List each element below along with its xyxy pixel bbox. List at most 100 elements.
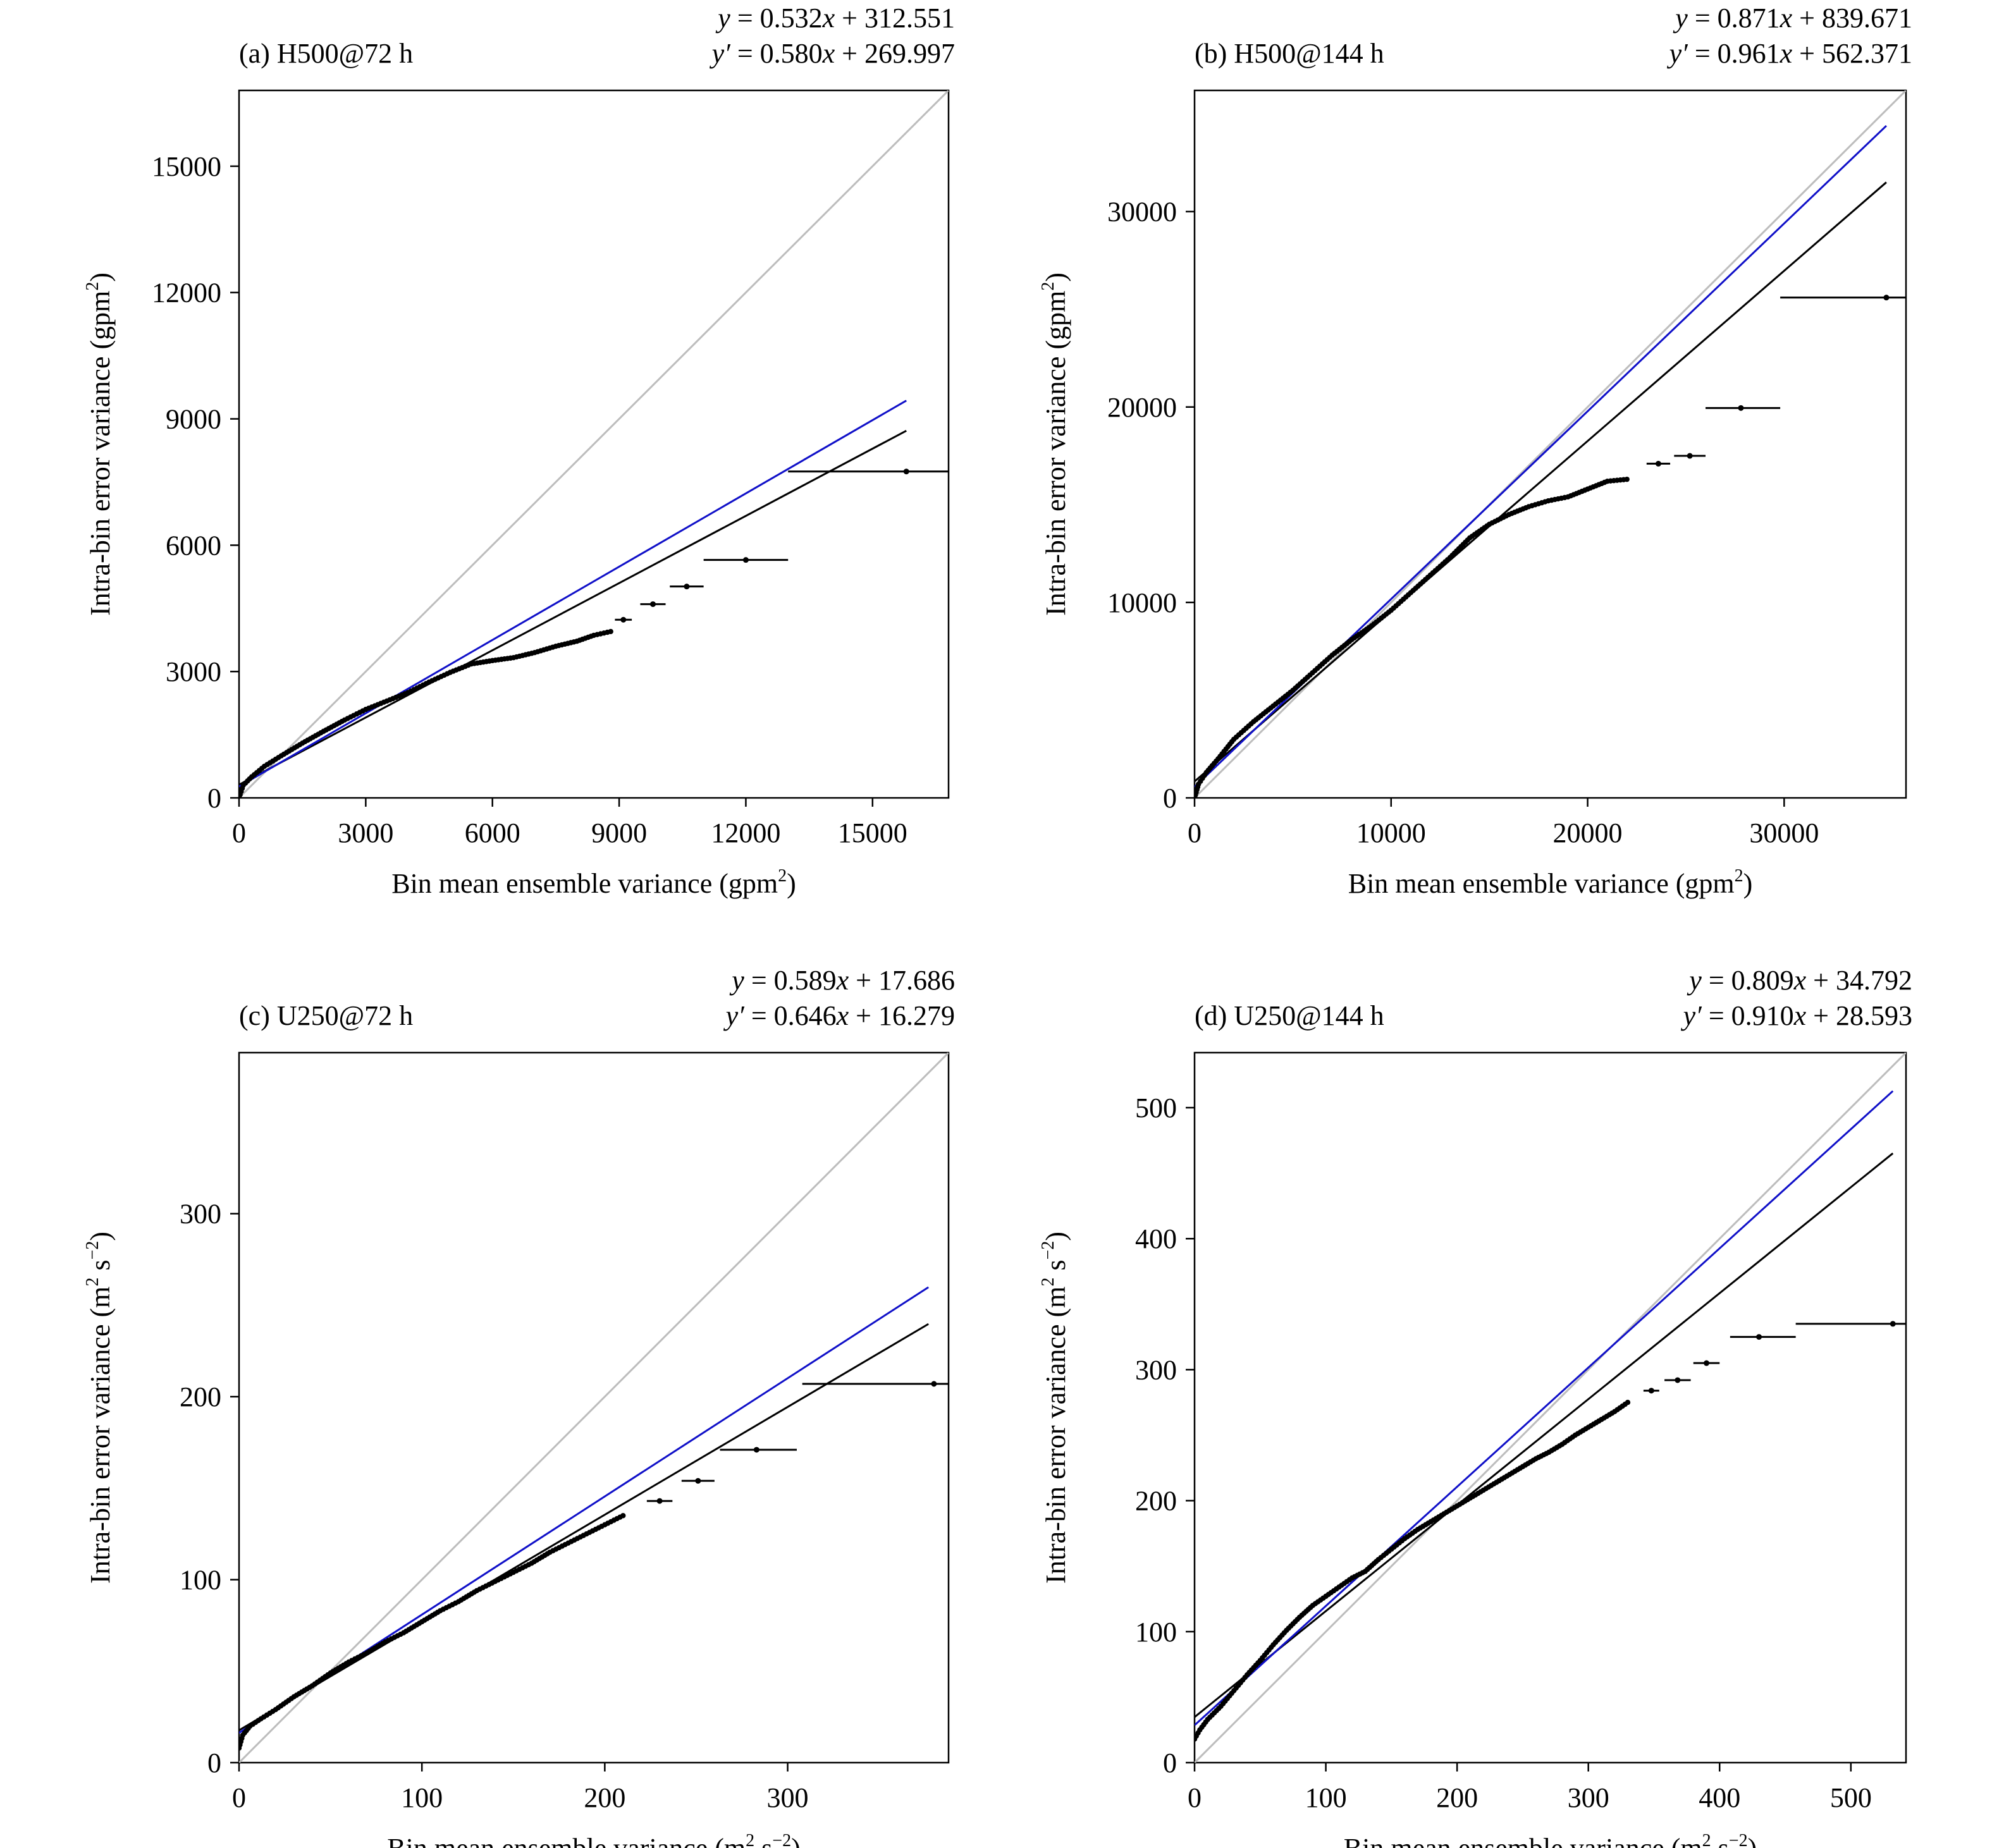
axis-label-text: Bin mean ensemble variance (m (1344, 1833, 1702, 1848)
equation-y: y = 0.532x + 312.551 (715, 3, 955, 34)
equation-lhs: y (1687, 965, 1702, 996)
data-point (620, 1513, 626, 1519)
equation-intercept: + 562.371 (1792, 38, 1912, 69)
identity-line (1195, 90, 1906, 798)
plot-area (1195, 90, 1906, 798)
fit-line-y-prime (1195, 1090, 1894, 1726)
x-tick-label: 10000 (1356, 817, 1426, 848)
x-tick-label: 15000 (838, 817, 907, 848)
equation-y-prime: y′ = 0.961x + 562.371 (1667, 38, 1912, 69)
x-tick-label: 12000 (711, 817, 780, 848)
y-tick-label: 200 (180, 1381, 221, 1412)
panel-label: (b) H500@144 h (1195, 38, 1384, 69)
bin-point (1675, 1377, 1681, 1383)
identity-line (239, 1053, 949, 1763)
axis-label-sup2: −2 (83, 1241, 102, 1260)
axis-label-end: ) (1040, 272, 1071, 282)
axis-label-text: Intra-bin error variance (gpm (85, 291, 116, 616)
equation-y: y = 0.871x + 839.671 (1673, 3, 1912, 34)
y-tick-label: 10000 (1107, 587, 1177, 618)
axis-label-sup2: −2 (772, 1831, 791, 1848)
y-tick-label: 0 (207, 783, 221, 814)
axis-label-sup: 2 (1702, 1831, 1711, 1848)
bin-point (1648, 1388, 1654, 1394)
equation-slope: = 0.961 (1688, 38, 1780, 69)
axis-label-text: Bin mean ensemble variance (m (387, 1833, 746, 1848)
equation-slope: = 0.646 (744, 1000, 837, 1031)
x-axis-label: Bin mean ensemble variance (m2 s−2) (387, 1831, 800, 1848)
y-axis-label: Intra-bin error variance (m2 s−2) (1038, 1232, 1071, 1584)
axis-label-sup: 2 (778, 866, 787, 886)
x-tick-label: 0 (232, 817, 246, 848)
bin-point (753, 1447, 759, 1453)
y-axis-label: Intra-bin error variance (gpm2) (1038, 272, 1071, 616)
bin-point (1738, 405, 1744, 411)
equation-lhs: y (729, 965, 744, 996)
chart-panel-c: 0 100 200 300 0 100 200 300 (c) U250@72 h y = 0.5… (83, 965, 955, 1848)
equation-intercept: + 839.671 (1792, 3, 1912, 34)
y-tick-label: 12000 (152, 278, 221, 309)
y-tick-label: 9000 (166, 404, 221, 435)
identity-line (239, 90, 949, 798)
equation-lhs: y (715, 3, 730, 34)
bin-point (1883, 295, 1890, 301)
axis-label-sup2: −2 (1038, 1241, 1058, 1260)
x-tick-label: 9000 (591, 817, 647, 848)
bin-point (1704, 1360, 1710, 1366)
data-point (1625, 1400, 1631, 1405)
x-tick-label: 300 (767, 1782, 809, 1813)
bin-point (1756, 1334, 1762, 1340)
chart-panel-a: 0 3000 6000 9000 12000 15000 0 3000 6000 9000 1200… (83, 3, 955, 899)
plot-frame (1193, 89, 1907, 799)
equation-var: x (1793, 1000, 1807, 1031)
bin-point (742, 557, 749, 563)
x-tick-label: 3000 (338, 817, 393, 848)
equation-lhs: y′ (710, 38, 732, 69)
data-point (608, 628, 613, 635)
equation-var: x (836, 965, 849, 996)
equation-slope: = 0.871 (1688, 3, 1780, 34)
equation-y-prime: y′ = 0.910x + 28.593 (1681, 1000, 1912, 1031)
equation-intercept: + 16.279 (849, 1000, 955, 1031)
y-tick-label: 20000 (1107, 392, 1177, 423)
x-tick-label: 6000 (465, 817, 520, 848)
axis-label-mid: s (1711, 1833, 1729, 1848)
fit-line-y (239, 1323, 929, 1732)
plot-frame (238, 89, 950, 799)
x-tick-label: 30000 (1749, 817, 1819, 848)
axis-label-sup: 2 (1038, 1278, 1058, 1287)
bin-point (1890, 1321, 1896, 1327)
bin-point (1687, 453, 1693, 459)
axis-label-sup: 2 (746, 1831, 754, 1848)
bin-point (656, 1498, 663, 1504)
axis-label-sup: 2 (1038, 282, 1058, 291)
equation-var: x (1780, 3, 1793, 34)
fit-line-y (1195, 1153, 1894, 1718)
equation-lhs: y′ (1667, 38, 1689, 69)
axis-label-text: Intra-bin error variance (m (85, 1287, 116, 1584)
equation-y-prime: y′ = 0.646x + 16.279 (723, 1000, 955, 1031)
data-point (1624, 476, 1630, 482)
plot-area (239, 1053, 949, 1763)
equation-lhs: y′ (1681, 1000, 1703, 1031)
equation-intercept: + 269.997 (835, 38, 955, 69)
axis-label-end: ) (85, 1232, 116, 1241)
axis-label-text: Bin mean ensemble variance (gpm (1348, 868, 1735, 899)
equation-y-prime: y′ = 0.580x + 269.997 (710, 38, 955, 69)
axis-label-end: ) (787, 868, 796, 899)
y-tick-label: 500 (1135, 1092, 1177, 1123)
x-tick-label: 500 (1830, 1782, 1872, 1813)
panel-label: (d) U250@144 h (1195, 1000, 1384, 1031)
equation-intercept: + 34.792 (1806, 965, 1912, 996)
y-tick-label: 0 (1163, 783, 1177, 814)
x-axis-label: Bin mean ensemble variance (gpm2) (1348, 866, 1753, 899)
equation-var: x (1780, 38, 1793, 69)
y-tick-label: 15000 (152, 151, 221, 182)
axis-label-sup: 2 (83, 282, 102, 291)
axis-label-end: ) (85, 272, 116, 282)
axis-label-sup2: −2 (1729, 1831, 1748, 1848)
x-tick-label: 100 (401, 1782, 443, 1813)
equation-slope: = 0.580 (730, 38, 823, 69)
x-tick-label: 200 (1436, 1782, 1478, 1813)
